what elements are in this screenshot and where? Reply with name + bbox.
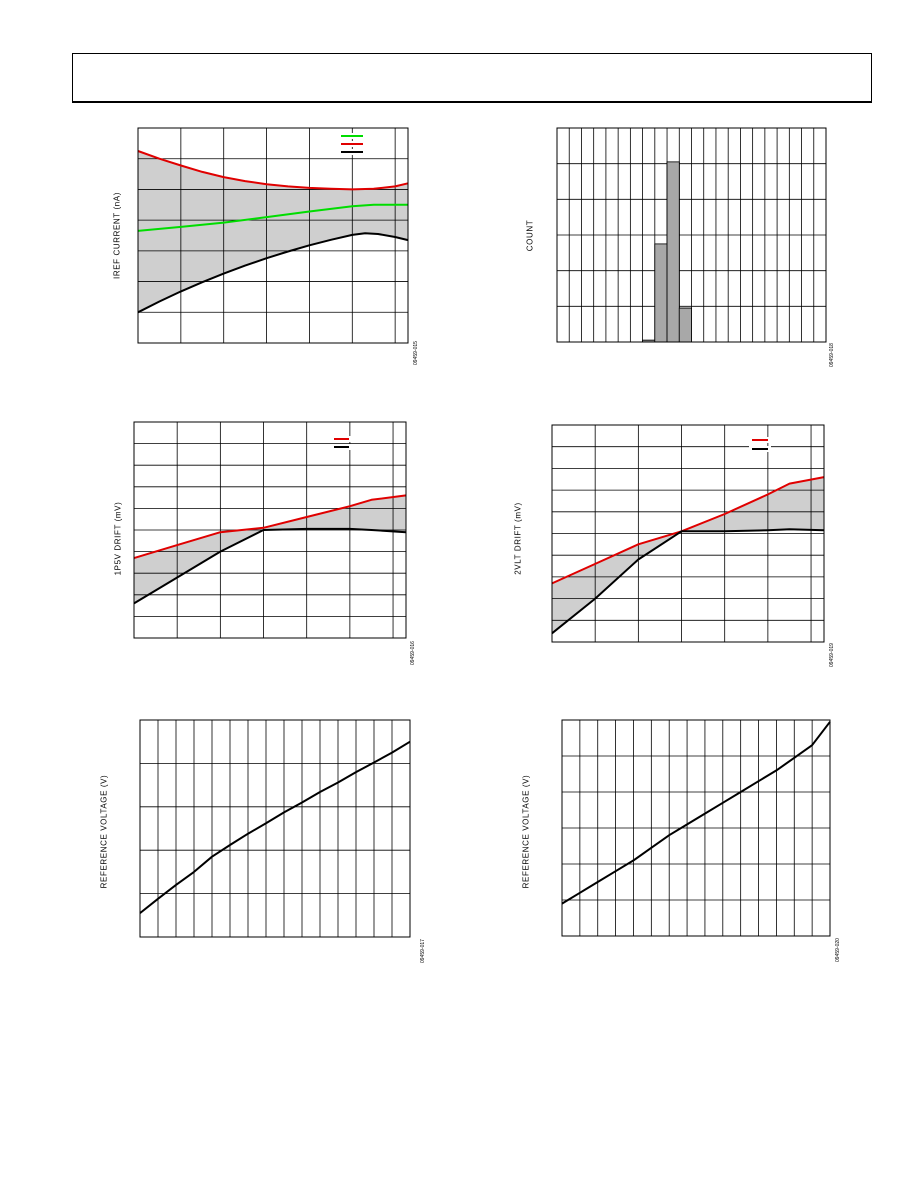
chart-count: [556, 127, 827, 343]
chart-vlt2-series-line-1: [551, 528, 825, 635]
chart-iref-series-line-1: [137, 150, 409, 191]
chart-ref1-series-line-0: [139, 740, 411, 914]
chart-iref-figure-id: 09459-015: [413, 341, 419, 365]
chart-vlt2-frame: [551, 424, 825, 643]
chart-ref1-ylabel: REFERENCE VOLTAGE (V): [99, 774, 109, 889]
chart-ref2-figure-id: 09459-020: [835, 938, 841, 962]
chart-ref1-frame: [139, 719, 411, 938]
chart-count-bar-fill-1: [654, 243, 668, 343]
chart-iref-series-line-2: [137, 232, 409, 314]
chart-count-frame: [556, 127, 827, 343]
chart-count-figure-id: 09459-018: [829, 343, 835, 367]
chart-ip5v-shaded-band: [134, 495, 406, 604]
page-header-box: [72, 53, 872, 103]
chart-iref: [137, 127, 409, 344]
chart-iref-series-line-0: [137, 203, 408, 232]
chart-ref1-figure-id: 09459-017: [420, 939, 426, 963]
chart-ref2-ylabel: REFERENCE VOLTAGE (V): [521, 774, 531, 889]
chart-ref2-frame: [561, 719, 831, 937]
chart-vlt2-ylabel: 2VLT DRIFT (mV): [513, 502, 523, 575]
chart-ref2-series-line-0: [561, 721, 831, 905]
chart-vlt2: [551, 424, 825, 643]
chart-vlt2-shaded-band: [552, 477, 824, 634]
chart-ref1-plot-area: [140, 720, 410, 937]
chart-ip5v-figure-id: 09459-016: [410, 641, 416, 665]
chart-iref-frame: [137, 127, 409, 344]
chart-iref-ylabel: IREF CURRENT (nA): [112, 192, 122, 279]
chart-ip5v-frame: [133, 421, 407, 639]
chart-ip5v-series-line-0: [133, 494, 407, 560]
chart-vlt2-figure-id: 09459-019: [829, 643, 835, 667]
chart-iref-shaded-band: [138, 151, 408, 313]
chart-ip5v-series-line-1: [133, 527, 407, 605]
chart-count-bar-fill-2: [666, 161, 680, 343]
chart-ref1: [139, 719, 411, 938]
chart-ip5v: [133, 421, 407, 639]
chart-count-bar-fill-3: [678, 307, 692, 343]
chart-count-ylabel: COUNT: [525, 219, 535, 252]
chart-vlt2-series-line-0: [551, 476, 825, 585]
chart-ip5v-ylabel: 1P5V DRIFT (mV): [113, 501, 123, 576]
chart-ref2: [561, 719, 831, 937]
